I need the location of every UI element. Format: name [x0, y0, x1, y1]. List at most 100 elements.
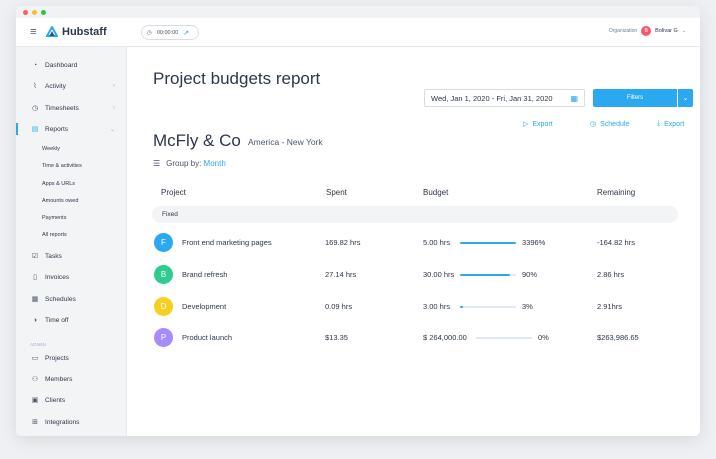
tasks-icon: ☑ [31, 253, 39, 260]
budget-percent: 3% [522, 302, 533, 311]
date-range-value: Wed, Jan 1, 2020 - Fri, Jan 31, 2020 [431, 93, 553, 103]
sidebar-item-clients[interactable]: ▣ Clients [16, 392, 127, 408]
remaining-value: 2.86 hrs [597, 270, 625, 279]
spent-value: 27.14 hrs [325, 270, 357, 279]
budget-value: 3.00 hrs [423, 302, 451, 311]
budget-progress-bar [460, 306, 516, 308]
org-switcher[interactable]: Organization B Bolivar G ⌄ [609, 26, 686, 36]
project-name[interactable]: Product launch [182, 333, 233, 342]
members-icon: ⚇ [31, 376, 39, 383]
sidebar-subitem-weekly[interactable]: Weekly [42, 146, 60, 152]
table-row[interactable]: F Front end marketing pages 169.82 hrs 5.00… [127, 233, 687, 255]
group-by-label: Group by: [166, 159, 202, 168]
download-export-button[interactable]: ⤓ Export [657, 120, 684, 128]
export-button[interactable]: ▷ Export [523, 120, 553, 129]
chevron-icon: ‹ [113, 83, 115, 89]
project-name[interactable]: Brand refresh [182, 270, 228, 279]
logo[interactable]: Hubstaff [46, 26, 107, 38]
column-header-budget[interactable]: Budget [423, 188, 449, 197]
budget-value: 30.00 hrs [423, 270, 455, 279]
column-header-spent[interactable]: Spent [326, 188, 347, 197]
app-window: ≡ Hubstaff ◷ 00:00:00 ↗ Organization B B… [16, 6, 700, 436]
hubstaff-logo-icon [46, 26, 58, 37]
sidebar-subitem-all-reports[interactable]: All reports [42, 232, 67, 238]
sidebar-item-invoices[interactable]: ▯ Invoices [16, 269, 127, 285]
remaining-value: -164.82 hrs [597, 238, 635, 247]
column-header-project[interactable]: Project [161, 188, 186, 197]
hamburger-icon[interactable]: ≡ [30, 26, 37, 38]
calendar-icon: ▦ [570, 93, 578, 103]
sidebar-item-label: Projects [45, 354, 69, 362]
sidebar-item-timesheets[interactable]: ◷ Timesheets ‹ [16, 100, 127, 116]
sidebar-item-tasks[interactable]: ☑ Tasks [16, 248, 127, 264]
table-row[interactable]: D Development 0.09 hrs 3.00 hrs 3% 2.91hrs [127, 297, 687, 319]
schedule-button[interactable]: ◷ Schedule [590, 120, 630, 129]
sidebar-subitem-time-activities[interactable]: Time & activities [42, 163, 82, 169]
chevron-icon: ⌄ [109, 126, 115, 133]
main-content: Project budgets report Wed, Jan 1, 2020 … [127, 47, 700, 436]
project-name[interactable]: Development [182, 302, 227, 311]
budget-progress-fill [460, 274, 511, 276]
admin-section-label: ADMIN [30, 342, 46, 347]
budget-progress-fill [460, 242, 516, 244]
sidebar-item-integrations[interactable]: ⊞ Integrations [16, 414, 127, 430]
open-timer-icon[interactable]: ↗ [183, 29, 190, 37]
budget-value: 5.00 hrs [423, 238, 451, 247]
sidebar-item-label: Invoices [45, 273, 70, 281]
remaining-value: 2.91hrs [597, 302, 623, 311]
org-user-name: Bolivar G [655, 28, 678, 34]
schedule-label: Schedule [600, 120, 630, 128]
sidebar-item-reports[interactable]: ▤ Reports ⌄ [16, 121, 127, 137]
budget-progress-fill [460, 306, 463, 308]
clock-icon: ◷ [31, 105, 39, 112]
chevron-down-icon: ⌄ [682, 95, 689, 102]
sidebar-item-members[interactable]: ⚇ Members [16, 371, 127, 387]
close-dot-icon[interactable] [23, 9, 28, 15]
sidebar-item-label: Dashboard [45, 61, 78, 69]
sidebar-item-label: Schedules [45, 295, 76, 303]
download-icon: ⤓ [657, 120, 661, 127]
sidebar-item-projects[interactable]: ▭ Projects [16, 350, 127, 366]
minimize-dot-icon[interactable] [32, 9, 37, 15]
sidebar-item-label: Clients [45, 396, 66, 404]
sidebar-item-activity[interactable]: ⌇ Activity ‹ [16, 78, 127, 94]
budget-value: $ 264,000.00 [423, 333, 467, 342]
sidebar-item-time-off[interactable]: ◑ Time off [16, 312, 127, 328]
stopwatch-icon: ◷ [147, 29, 152, 36]
sidebar-item-schedules[interactable]: ▦ Schedules [16, 291, 127, 307]
date-range-picker[interactable]: Wed, Jan 1, 2020 - Fri, Jan 31, 2020 ▦ [424, 89, 585, 107]
company-location: America - New York [248, 137, 323, 147]
sidebar-item-label: Integrations [45, 418, 80, 426]
budget-percent: 90% [522, 270, 538, 279]
topbar: ≡ Hubstaff ◷ 00:00:00 ↗ Organization B B… [16, 18, 700, 47]
spent-value: 169.82 hrs [325, 238, 361, 247]
project-avatar: F [154, 233, 173, 252]
table-row[interactable]: B Brand refresh 27.14 hrs 30.00 hrs 90% 2.86 … [127, 265, 687, 287]
group-by-value[interactable]: Month [203, 159, 226, 168]
table-row[interactable]: P Product launch $13.35 $ 264,000.00 0% $263,… [127, 328, 687, 350]
budget-progress-bar [476, 337, 532, 339]
project-avatar: P [154, 328, 173, 347]
project-avatar: D [154, 297, 173, 316]
sidebar-subitem-apps-urls[interactable]: Apps & URLs [42, 181, 76, 187]
group-by-control[interactable]: ☰ Group by: Month [153, 159, 226, 168]
export-label: Export [664, 120, 685, 128]
logo-text: Hubstaff [62, 26, 107, 38]
sidebar-subitem-amounts-owed[interactable]: Amounts owed [42, 198, 79, 204]
spent-value: 0.09 hrs [325, 302, 353, 311]
sidebar-item-dashboard[interactable]: ◔ Dashboard [16, 57, 127, 73]
remaining-value: $263,986.65 [597, 333, 639, 342]
sidebar-item-label: Tasks [45, 252, 62, 260]
time-off-icon: ◑ [32, 316, 38, 324]
sidebar-subitem-payments[interactable]: Payments [42, 215, 67, 221]
company-name: McFly & Co [153, 131, 241, 150]
org-avatar: B [641, 26, 652, 36]
filters-dropdown-button[interactable]: ⌄ [678, 89, 693, 107]
column-header-remaining[interactable]: Remaining [597, 188, 636, 197]
chevron-icon: ‹ [113, 105, 115, 111]
group-row-fixed: Fixed [152, 206, 678, 223]
filters-button[interactable]: Filters [593, 89, 677, 107]
timer-widget[interactable]: ◷ 00:00:00 ↗ [141, 25, 199, 40]
maximize-dot-icon[interactable] [41, 9, 46, 15]
project-name[interactable]: Front end marketing pages [182, 238, 272, 247]
